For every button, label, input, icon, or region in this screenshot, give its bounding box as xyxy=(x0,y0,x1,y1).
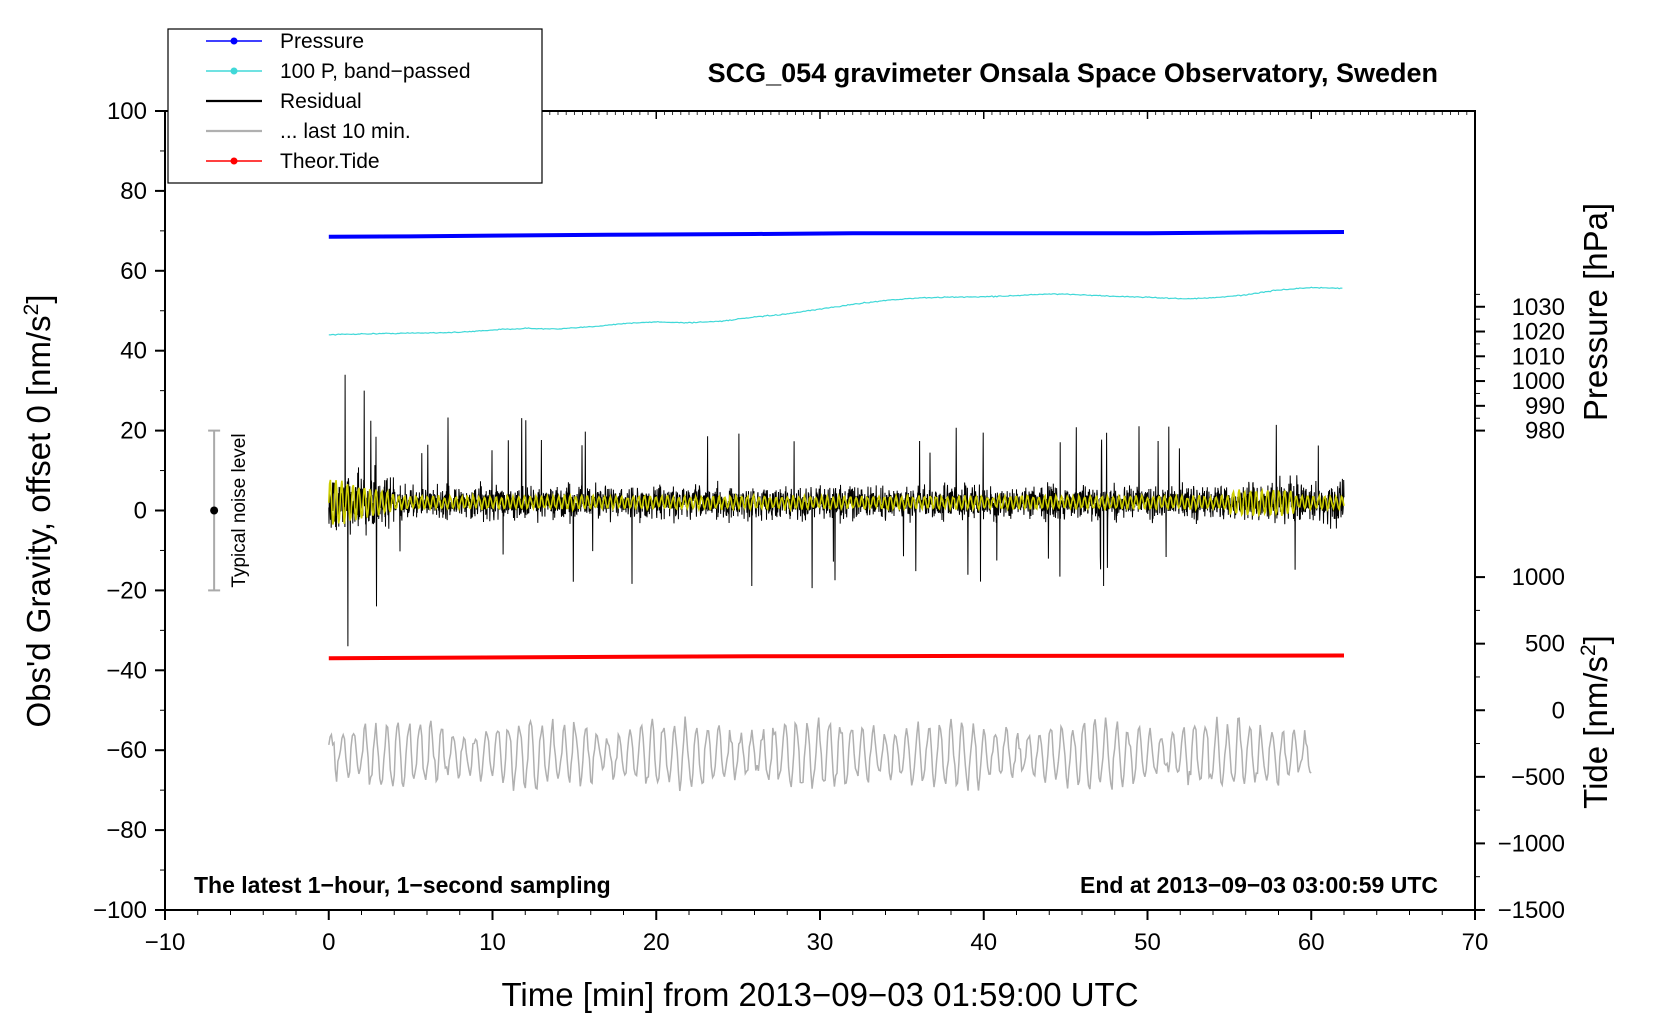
y-tick-label: −80 xyxy=(106,817,147,844)
annotation-bottom-left: The latest 1−hour, 1−second sampling xyxy=(194,872,611,898)
series-last-10-min xyxy=(328,716,1312,792)
y-tick-label: 100 xyxy=(107,98,147,125)
legend-items: Pressure 100 P, band−passed Residual ... la… xyxy=(206,30,471,173)
pressure-tick-label: 1030 xyxy=(1512,294,1565,321)
chart-title: SCG_054 gravimeter Onsala Space Observat… xyxy=(708,58,1438,88)
y-tick-label: 40 xyxy=(120,338,147,365)
tide-tick-label: −1000 xyxy=(1498,830,1565,857)
legend-label: Residual xyxy=(280,90,362,113)
y-tick-label: −100 xyxy=(93,897,147,924)
tide-axis-ticks: 1000 500 0 −500 −1000 −1500 xyxy=(1475,564,1565,924)
y-axis-label-tail: ] xyxy=(20,294,57,303)
noise-indicator: Typical noise level xyxy=(208,429,250,592)
y-axis-label: Obs'd Gravity, offset 0 [nm/s2] xyxy=(20,294,57,727)
pressure-tick-label: 980 xyxy=(1525,418,1565,445)
x-axis-label: Time [min] from 2013−09−03 01:59:00 UTC xyxy=(501,976,1138,1013)
y-tick-label: 80 xyxy=(120,178,147,205)
x-tick-label: 30 xyxy=(807,929,834,956)
pressure-tick-label: 1000 xyxy=(1512,368,1565,395)
y-axis-label-superscript: 2 xyxy=(20,304,43,316)
y-tick-label: −20 xyxy=(106,577,147,604)
tide-tick-label: −1500 xyxy=(1498,897,1565,924)
legend-marker xyxy=(230,67,238,75)
legend-box xyxy=(167,28,543,184)
legend: Pressure 100 P, band−passed Residual ... la… xyxy=(167,28,543,184)
y-tick-label: −40 xyxy=(106,657,147,684)
tide-axis-label-tail: ] xyxy=(1577,635,1614,644)
y-axis-label-text: Obs'd Gravity, offset 0 [nm/s xyxy=(20,315,57,727)
legend-label: Pressure xyxy=(280,30,364,53)
tide-axis-label-text: Tide [nm/s xyxy=(1577,656,1614,809)
noise-center-dot xyxy=(210,506,219,515)
series-residual xyxy=(328,374,1345,647)
series-pressure xyxy=(328,230,1345,239)
annotation-bottom-right: End at 2013−09−03 03:00:59 UTC xyxy=(1080,872,1438,898)
y-axis-ticks: −100 −80 −60 −40 −20 0 20 40 60 80 100 xyxy=(93,98,165,924)
y-tick-label: 20 xyxy=(120,418,147,445)
x-tick-label: 60 xyxy=(1298,929,1325,956)
tide-tick-label: −500 xyxy=(1511,764,1565,791)
pressure-tick-label: 1020 xyxy=(1512,319,1565,346)
legend-label: ... last 10 min. xyxy=(280,120,411,143)
y-tick-label: 60 xyxy=(120,258,147,285)
y-tick-label: 0 xyxy=(134,498,147,525)
x-tick-label: 10 xyxy=(479,929,506,956)
tide-tick-label: 0 xyxy=(1552,697,1565,724)
noise-label: Typical noise level xyxy=(229,433,250,587)
x-tick-label: 50 xyxy=(1134,929,1161,956)
tide-axis-label: Tide [nm/s2] xyxy=(1577,635,1614,809)
tide-tick-label: 500 xyxy=(1525,631,1565,658)
series-layer xyxy=(328,230,1345,792)
x-axis-ticks: −10 0 10 20 30 40 50 60 70 xyxy=(145,111,1489,956)
x-tick-label: 20 xyxy=(643,929,670,956)
x-tick-label: −10 xyxy=(145,929,186,956)
legend-label: 100 P, band−passed xyxy=(280,60,471,83)
pressure-tick-label: 1010 xyxy=(1512,343,1565,370)
series-pressure-bandpassed xyxy=(328,286,1343,336)
x-tick-label: 40 xyxy=(970,929,997,956)
legend-marker xyxy=(230,37,238,45)
tide-axis-label-superscript: 2 xyxy=(1577,644,1600,656)
x-tick-label: 70 xyxy=(1462,929,1489,956)
x-tick-label: 0 xyxy=(322,929,335,956)
series-theor-tide xyxy=(328,653,1345,661)
y-tick-label: −60 xyxy=(106,737,147,764)
legend-marker xyxy=(230,157,238,165)
series-smoothed-residual xyxy=(328,479,1345,525)
legend-label: Theor.Tide xyxy=(280,150,380,173)
pressure-tick-label: 990 xyxy=(1525,393,1565,420)
tide-tick-label: 1000 xyxy=(1512,564,1565,591)
pressure-axis-label: Pressure [hPa] xyxy=(1577,203,1614,421)
